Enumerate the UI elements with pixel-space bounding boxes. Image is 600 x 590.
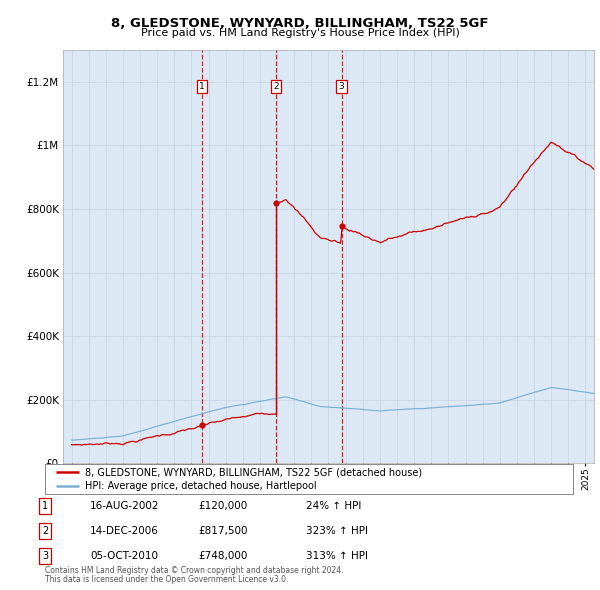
Text: 16-AUG-2002: 16-AUG-2002 — [90, 502, 160, 511]
Text: 24% ↑ HPI: 24% ↑ HPI — [306, 502, 361, 511]
Text: HPI: Average price, detached house, Hartlepool: HPI: Average price, detached house, Hart… — [85, 481, 316, 491]
Text: 8, GLEDSTONE, WYNYARD, BILLINGHAM, TS22 5GF: 8, GLEDSTONE, WYNYARD, BILLINGHAM, TS22 … — [111, 17, 489, 30]
Text: 1: 1 — [199, 82, 205, 91]
Text: £120,000: £120,000 — [198, 502, 247, 511]
Text: 2: 2 — [42, 526, 48, 536]
Text: £817,500: £817,500 — [198, 526, 248, 536]
Text: 1: 1 — [42, 502, 48, 511]
Text: Price paid vs. HM Land Registry's House Price Index (HPI): Price paid vs. HM Land Registry's House … — [140, 28, 460, 38]
Text: 05-OCT-2010: 05-OCT-2010 — [90, 551, 158, 560]
Text: 8, GLEDSTONE, WYNYARD, BILLINGHAM, TS22 5GF (detached house): 8, GLEDSTONE, WYNYARD, BILLINGHAM, TS22 … — [85, 467, 422, 477]
Text: 323% ↑ HPI: 323% ↑ HPI — [306, 526, 368, 536]
Text: 14-DEC-2006: 14-DEC-2006 — [90, 526, 159, 536]
Text: 3: 3 — [338, 82, 344, 91]
Text: 2: 2 — [274, 82, 279, 91]
Text: This data is licensed under the Open Government Licence v3.0.: This data is licensed under the Open Gov… — [45, 575, 289, 584]
Text: 313% ↑ HPI: 313% ↑ HPI — [306, 551, 368, 560]
Text: Contains HM Land Registry data © Crown copyright and database right 2024.: Contains HM Land Registry data © Crown c… — [45, 566, 343, 575]
Text: £748,000: £748,000 — [198, 551, 247, 560]
Text: 3: 3 — [42, 551, 48, 560]
